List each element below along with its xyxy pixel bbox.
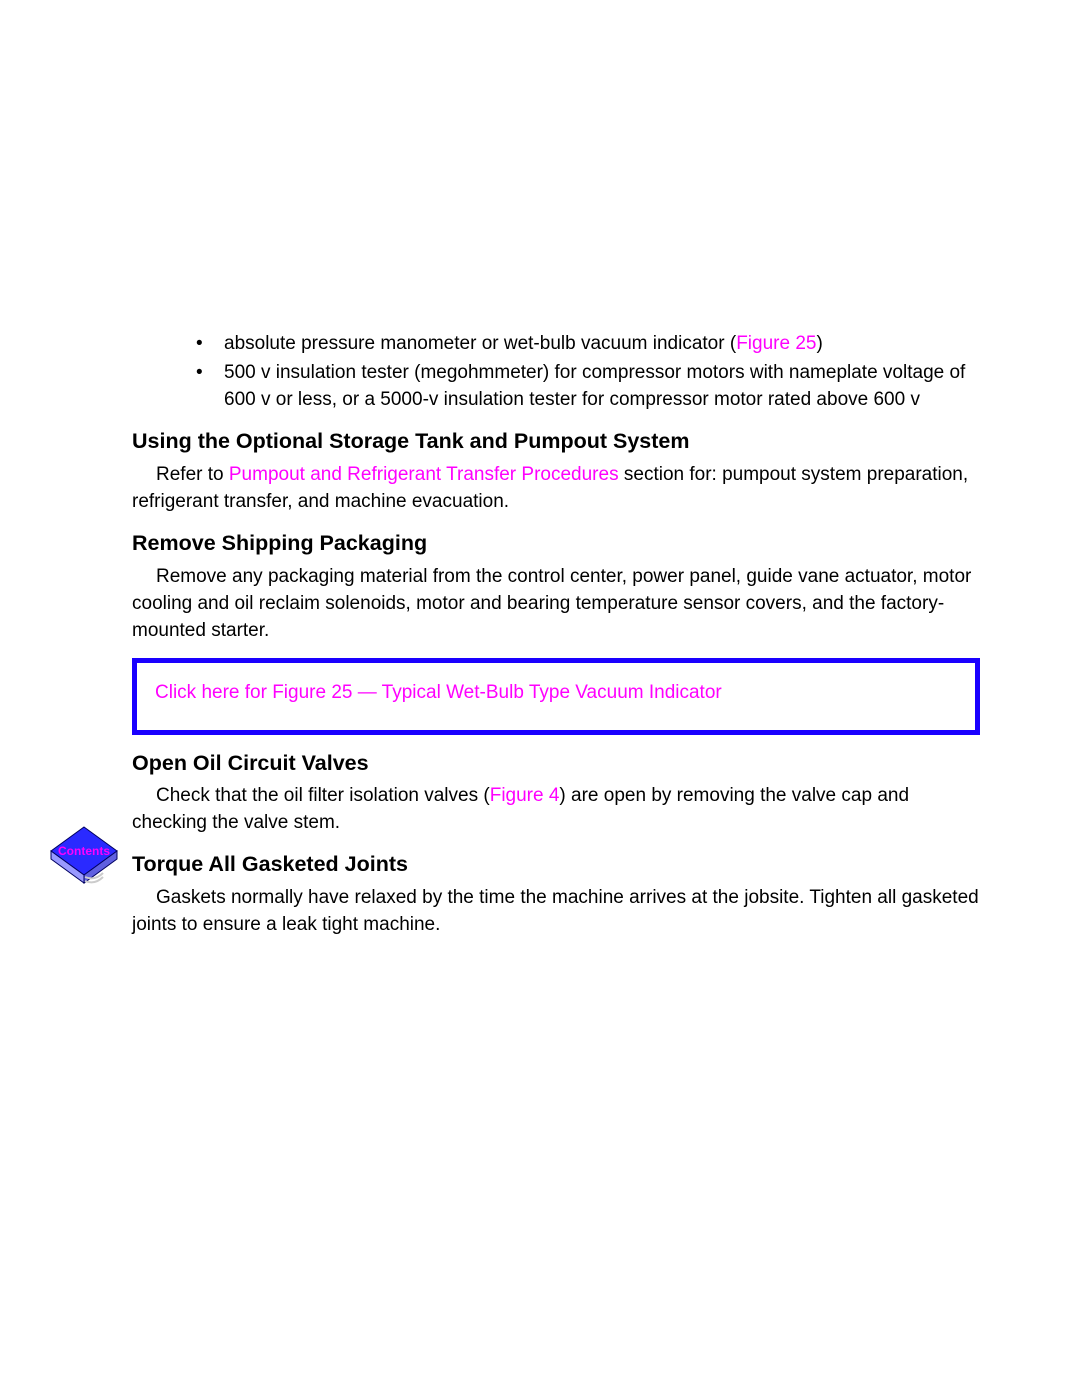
bullet-text: 500 v insulation tester (megohmmeter) fo… — [224, 362, 965, 410]
figure-link[interactable]: Figure 4 — [490, 785, 560, 806]
page: absolute pressure manometer or wet-bulb … — [0, 0, 1080, 1397]
para-text: Refer to — [156, 464, 229, 485]
list-item: absolute pressure manometer or wet-bulb … — [224, 330, 980, 357]
paragraph: Check that the oil filter isolation valv… — [132, 782, 980, 836]
paragraph: Remove any packaging material from the c… — [132, 563, 980, 644]
figure-link[interactable]: Figure 25 — [736, 333, 816, 354]
paragraph: Refer to Pumpout and Refrigerant Transfe… — [132, 461, 980, 515]
list-item: 500 v insulation tester (megohmmeter) fo… — [224, 359, 980, 413]
bullet-text-post: ) — [816, 333, 822, 354]
para-text: Check that the oil filter isolation valv… — [156, 785, 490, 806]
heading-oil-valves: Open Oil Circuit Valves — [132, 751, 980, 777]
heading-remove-packaging: Remove Shipping Packaging — [132, 531, 980, 557]
figure-callout-box[interactable]: Click here for Figure 25 — Typical Wet-B… — [132, 658, 980, 735]
bullet-text: absolute pressure manometer or wet-bulb … — [224, 333, 736, 354]
heading-storage-tank: Using the Optional Storage Tank and Pump… — [132, 429, 980, 455]
contents-label: Contents — [58, 844, 110, 858]
figure-callout-link[interactable]: Click here for Figure 25 — Typical Wet-B… — [155, 682, 722, 703]
heading-torque-joints: Torque All Gasketed Joints — [132, 852, 980, 878]
bullet-list: absolute pressure manometer or wet-bulb … — [132, 330, 980, 413]
contents-icon[interactable]: Contents — [45, 825, 123, 887]
paragraph: Gaskets normally have relaxed by the tim… — [132, 884, 980, 938]
procedures-link[interactable]: Pumpout and Refrigerant Transfer Procedu… — [229, 464, 619, 485]
